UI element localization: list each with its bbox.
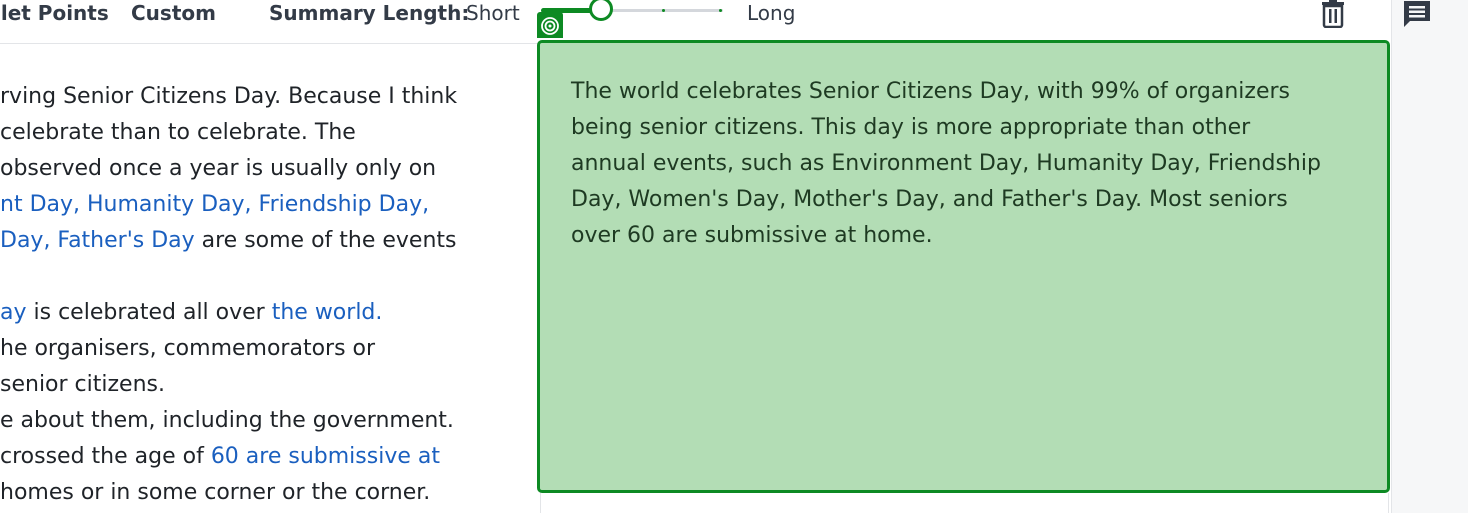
input-text-line: celebrate than to celebrate. The — [0, 120, 356, 145]
summary-length-label: Summary Length: — [269, 1, 470, 25]
input-text-line: Day, Father's Day are some of the events — [0, 228, 457, 253]
summary-output-box: The world celebrates Senior Citizens Day… — [537, 40, 1390, 493]
input-text-line: rving Senior Citizens Day. Because I thi… — [0, 84, 457, 109]
text-segment: senior citizens. — [0, 372, 165, 397]
input-text-line: ay is celebrated all over the world. — [0, 300, 382, 325]
length-slider-track[interactable] — [541, 9, 723, 12]
mode-bullet-points[interactable]: llet Points — [0, 1, 109, 25]
text-segment: rving Senior Citizens Day. Because I thi… — [0, 84, 458, 109]
right-sidebar — [1391, 0, 1468, 513]
comment-icon[interactable] — [1401, 0, 1433, 34]
length-slider-tick — [719, 9, 722, 12]
length-slider-thumb[interactable] — [589, 0, 614, 21]
length-long-label: Long — [747, 1, 796, 25]
input-text-line: e about them, including the government. — [0, 408, 454, 433]
highlighted-phrase[interactable]: Day, Father's Day — [0, 228, 195, 253]
input-text-line: senior citizens. — [0, 372, 165, 397]
text-segment: homes or in some corner or the corner. — [0, 480, 431, 505]
text-segment: e about them, including the government. — [0, 408, 454, 433]
text-segment: crossed the age of — [0, 444, 211, 469]
text-segment: observed once a year is usually only on — [0, 156, 437, 181]
text-segment: is celebrated all over — [26, 300, 272, 325]
input-text-line: homes or in some corner or the corner. — [0, 480, 430, 505]
highlighted-phrase[interactable]: ay — [0, 300, 27, 325]
target-icon — [537, 12, 563, 38]
input-text-line: nt Day, Humanity Day, Friendship Day, — [0, 192, 429, 217]
summary-toolbar: llet Points Custom Summary Length: Short — [0, 0, 540, 44]
highlighted-phrase[interactable]: nt Day, Humanity Day, Friendship Day, — [0, 192, 430, 217]
input-text-panel[interactable]: rving Senior Citizens Day. Because I thi… — [0, 44, 541, 513]
input-text-line: observed once a year is usually only on — [0, 156, 436, 181]
text-segment: are some of the events — [194, 228, 457, 253]
text-segment: he organisers, commemorators or — [0, 336, 376, 361]
text-segment: celebrate than to celebrate. The — [0, 120, 356, 145]
mode-custom[interactable]: Custom — [131, 1, 216, 25]
trash-icon[interactable] — [1319, 0, 1347, 32]
length-short-label: Short — [466, 1, 520, 25]
highlighted-phrase[interactable]: the world. — [271, 300, 383, 325]
length-slider-fill — [541, 8, 602, 13]
summary-text: The world celebrates Senior Citizens Day… — [571, 79, 1321, 248]
input-text-line: he organisers, commemorators or — [0, 336, 375, 361]
length-slider-tick — [662, 9, 665, 12]
input-text-line: crossed the age of 60 are submissive at — [0, 444, 440, 469]
highlighted-phrase[interactable]: 60 are submissive at — [210, 444, 440, 469]
summary-panel-footer — [540, 493, 1389, 513]
